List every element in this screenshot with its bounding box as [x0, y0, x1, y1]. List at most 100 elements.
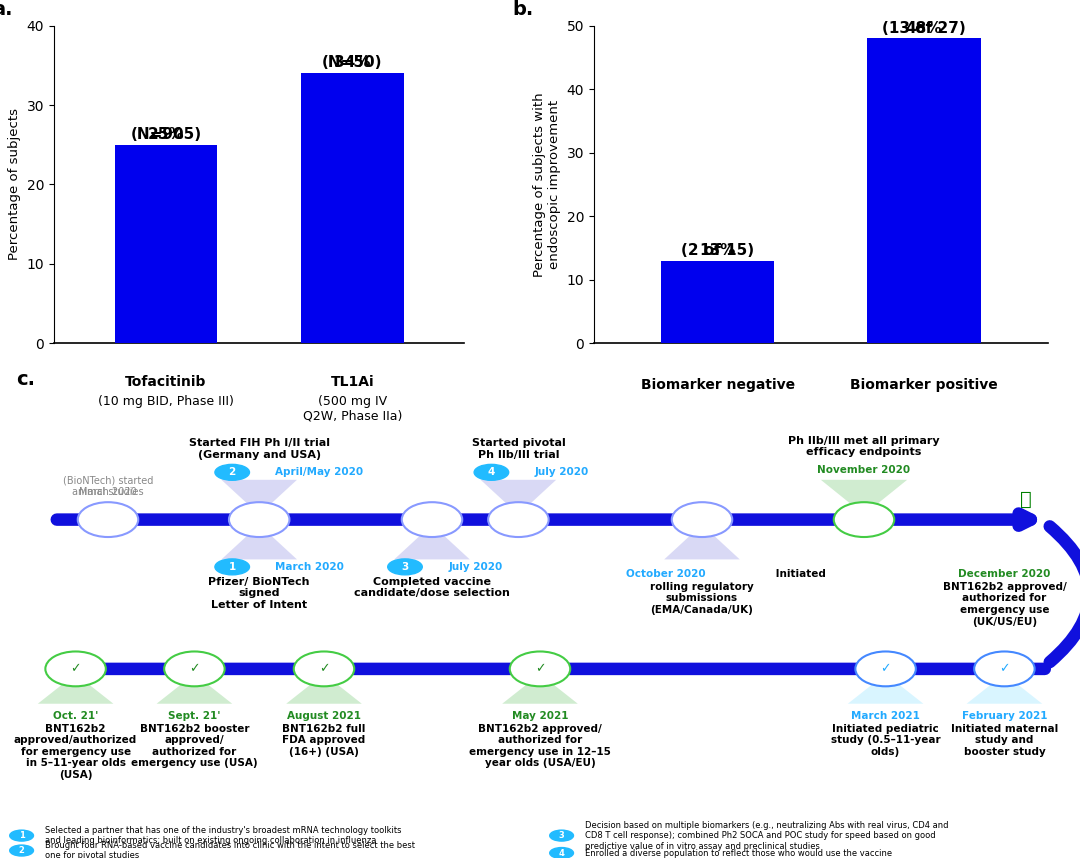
Text: (13 of 27): (13 of 27)	[882, 3, 966, 36]
Text: 48%: 48%	[906, 21, 942, 36]
Text: Sept. 21': Sept. 21'	[168, 711, 220, 722]
Circle shape	[10, 845, 33, 856]
Ellipse shape	[510, 651, 570, 686]
Text: BNT162b2
approved/authorized
for emergency use
in 5–11-year olds
(USA): BNT162b2 approved/authorized for emergen…	[14, 723, 137, 780]
Text: TL1Ai: TL1Ai	[330, 375, 375, 389]
Polygon shape	[967, 674, 1042, 704]
Text: March 2020: March 2020	[275, 562, 345, 572]
Polygon shape	[502, 674, 578, 704]
Polygon shape	[664, 524, 740, 559]
Text: Pfizer/ BioNTech
signed
Letter of Intent: Pfizer/ BioNTech signed Letter of Intent	[208, 577, 310, 610]
Text: ✓: ✓	[319, 662, 329, 675]
Text: (BioNTech) started
animal studies: (BioNTech) started animal studies	[63, 464, 153, 498]
Text: April/May 2020: April/May 2020	[275, 468, 364, 477]
Polygon shape	[221, 524, 297, 559]
Text: March 2020: March 2020	[79, 487, 137, 498]
Text: a.: a.	[0, 0, 13, 20]
Ellipse shape	[164, 651, 225, 686]
Polygon shape	[38, 674, 113, 704]
Text: November 2020: November 2020	[818, 465, 910, 474]
Text: ✓: ✓	[880, 662, 891, 675]
Text: July 2020: July 2020	[535, 468, 589, 477]
Text: rolling regulatory
submissions
(EMA/Canada/UK): rolling regulatory submissions (EMA/Cana…	[650, 582, 754, 615]
Ellipse shape	[834, 502, 894, 537]
Bar	[301, 73, 404, 343]
Text: Started FIH Ph I/II trial
(Germany and USA): Started FIH Ph I/II trial (Germany and U…	[189, 438, 329, 460]
Text: 1: 1	[18, 831, 25, 840]
Text: Started pivotal
Ph IIb/III trial: Started pivotal Ph IIb/III trial	[472, 438, 565, 460]
Circle shape	[550, 831, 573, 841]
Text: (N=905): (N=905)	[131, 109, 202, 142]
Ellipse shape	[229, 502, 289, 537]
Polygon shape	[157, 674, 232, 704]
Text: Brought four RNA-based vaccine candidates into clinic with the intent to select : Brought four RNA-based vaccine candidate…	[45, 841, 416, 858]
Text: Initiated pediatric
study (0.5–11-year
olds): Initiated pediatric study (0.5–11-year o…	[831, 723, 941, 757]
Ellipse shape	[45, 651, 106, 686]
Bar	[661, 261, 774, 343]
Text: Tofacitinib: Tofacitinib	[125, 375, 206, 389]
Text: August 2021: August 2021	[287, 711, 361, 722]
Text: (N=50): (N=50)	[322, 38, 382, 70]
Text: ✓: ✓	[999, 662, 1010, 675]
Ellipse shape	[78, 502, 138, 537]
Text: May 2021: May 2021	[512, 711, 568, 722]
Text: b.: b.	[512, 0, 534, 20]
Polygon shape	[221, 480, 297, 515]
Bar	[114, 145, 217, 343]
Circle shape	[215, 559, 249, 575]
Text: December 2020: December 2020	[958, 570, 1051, 579]
Text: February 2021: February 2021	[961, 711, 1048, 722]
Ellipse shape	[855, 651, 916, 686]
Ellipse shape	[294, 651, 354, 686]
Polygon shape	[286, 674, 362, 704]
Text: Enrolled a diverse population to reflect those who would use the vaccine: Enrolled a diverse population to reflect…	[585, 849, 892, 857]
Text: 13%: 13%	[700, 243, 735, 258]
Circle shape	[550, 848, 573, 858]
Text: Initiated maternal
study and
booster study: Initiated maternal study and booster stu…	[950, 723, 1058, 757]
Text: Decision based on multiple biomarkers (e.g., neutralizing Abs with real virus, C: Decision based on multiple biomarkers (e…	[585, 821, 949, 850]
Text: ✓: ✓	[535, 662, 545, 675]
Text: 2: 2	[18, 846, 25, 855]
Text: Initiated: Initiated	[772, 570, 826, 579]
Polygon shape	[848, 674, 923, 704]
Text: Ph IIb/III met all primary
efficacy endpoints: Ph IIb/III met all primary efficacy endp…	[788, 436, 940, 457]
Text: BNT162b2 booster
approved/
authorized for
emergency use (USA): BNT162b2 booster approved/ authorized fo…	[131, 723, 258, 769]
Text: 25%: 25%	[148, 127, 185, 142]
Text: March 2021: March 2021	[851, 711, 920, 722]
Text: (10 mg BID, Phase III): (10 mg BID, Phase III)	[98, 395, 234, 408]
Text: c.: c.	[16, 371, 36, 390]
Ellipse shape	[672, 502, 732, 537]
Circle shape	[388, 559, 422, 575]
Text: Selected a partner that has one of the industry's broadest mRNA technology toolk: Selected a partner that has one of the i…	[45, 826, 402, 845]
Text: ✓: ✓	[189, 662, 200, 675]
Polygon shape	[394, 524, 470, 559]
Text: Biomarker negative: Biomarker negative	[640, 378, 795, 392]
Text: (2 of 15): (2 of 15)	[681, 226, 754, 258]
Bar	[867, 39, 981, 343]
Text: 3: 3	[402, 562, 408, 572]
Ellipse shape	[488, 502, 549, 537]
Text: July 2020: July 2020	[448, 562, 502, 572]
Ellipse shape	[974, 651, 1035, 686]
Text: BNT162b2 approved/
authorized for
emergency use
(UK/US/EU): BNT162b2 approved/ authorized for emerge…	[943, 582, 1066, 626]
Ellipse shape	[402, 502, 462, 537]
Text: Completed vaccine
candidate/dose selection: Completed vaccine candidate/dose selecti…	[354, 577, 510, 598]
Text: 4: 4	[488, 468, 495, 477]
Y-axis label: Percentage of subjects with
endoscopic improvement: Percentage of subjects with endoscopic i…	[534, 92, 562, 277]
Text: BNT162b2 approved/
authorized for
emergency use in 12–15
year olds (USA/EU): BNT162b2 approved/ authorized for emerge…	[469, 723, 611, 769]
Text: 🚩: 🚩	[1021, 490, 1031, 509]
Circle shape	[474, 464, 509, 480]
Circle shape	[10, 831, 33, 841]
Text: 3: 3	[558, 831, 565, 840]
Text: October 2020: October 2020	[626, 570, 706, 579]
Text: 1: 1	[229, 562, 235, 572]
Text: 34%: 34%	[334, 55, 370, 70]
Polygon shape	[481, 480, 556, 515]
Circle shape	[215, 464, 249, 480]
Polygon shape	[821, 480, 907, 515]
Y-axis label: Percentage of subjects: Percentage of subjects	[8, 108, 22, 261]
Text: 2: 2	[229, 468, 235, 477]
Text: (500 mg IV
Q2W, Phase IIa): (500 mg IV Q2W, Phase IIa)	[302, 395, 402, 423]
Text: Oct. 21': Oct. 21'	[53, 711, 98, 722]
Text: Biomarker positive: Biomarker positive	[850, 378, 998, 392]
